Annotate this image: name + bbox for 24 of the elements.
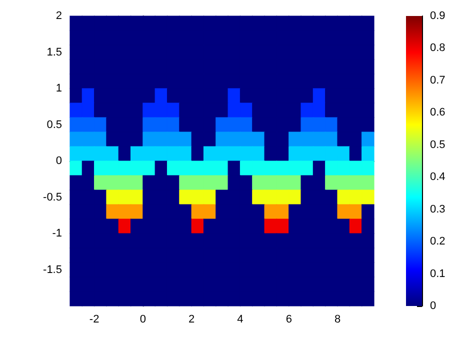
x-tick-label: -2 — [89, 314, 100, 326]
y-tick-label: -1.5 — [43, 264, 62, 276]
y-tick-label: -0.5 — [43, 191, 62, 204]
x-tick-label: 8 — [334, 314, 341, 326]
x-tick-label: 2 — [188, 314, 195, 326]
color-bar-label: 0.9 — [430, 10, 446, 22]
x-tick-label: 6 — [286, 314, 292, 326]
color-bar-label: 0.8 — [430, 42, 446, 54]
y-tick-label: 0 — [56, 155, 62, 167]
color-bar-label: 0.2 — [430, 236, 446, 248]
color-bar-label: 0.7 — [430, 74, 446, 86]
color-bar-label: 0 — [430, 300, 436, 312]
x-tick-label: 0 — [140, 314, 146, 326]
color-bar-label: 0.5 — [430, 138, 446, 151]
y-tick-label: 1.5 — [46, 46, 62, 58]
color-bar-label: 0.3 — [430, 203, 446, 216]
color-bar-label: 0.4 — [430, 171, 446, 184]
y-tick-label: 0.5 — [46, 118, 62, 131]
x-tick-label: 4 — [237, 314, 244, 326]
y-tick-label: -1 — [52, 228, 62, 240]
y-tick-label: 2 — [56, 10, 62, 22]
color-bar-label: 0.6 — [430, 106, 446, 119]
color-bar-label: 0.1 — [430, 268, 446, 280]
y-tick-label: 1 — [56, 82, 62, 94]
